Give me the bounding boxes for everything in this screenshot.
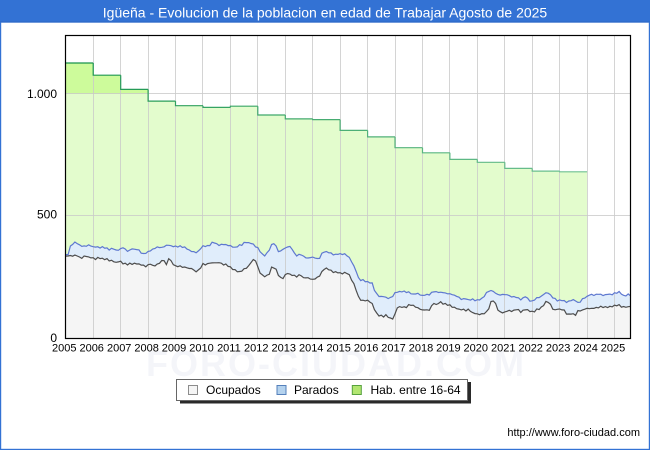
svg-text:2013: 2013 bbox=[272, 343, 296, 355]
svg-text:2010: 2010 bbox=[189, 343, 213, 355]
svg-text:2018: 2018 bbox=[409, 343, 433, 355]
svg-text:2009: 2009 bbox=[162, 343, 186, 355]
svg-text:2008: 2008 bbox=[134, 343, 158, 355]
svg-text:2019: 2019 bbox=[436, 343, 460, 355]
svg-text:2014: 2014 bbox=[299, 343, 323, 355]
svg-text:2011: 2011 bbox=[217, 343, 241, 355]
svg-text:2005: 2005 bbox=[52, 343, 76, 355]
svg-text:Parados: Parados bbox=[294, 383, 339, 397]
svg-text:2015: 2015 bbox=[326, 343, 350, 355]
svg-text:0: 0 bbox=[50, 331, 57, 345]
svg-text:FORO-CIUDAD.COM: FORO-CIUDAD.COM bbox=[146, 343, 526, 384]
svg-text:500: 500 bbox=[37, 208, 57, 222]
svg-text:2023: 2023 bbox=[546, 343, 570, 355]
svg-text:2012: 2012 bbox=[244, 343, 268, 355]
svg-text:Hab. entre 16-64: Hab. entre 16-64 bbox=[371, 383, 461, 397]
svg-text:2017: 2017 bbox=[381, 343, 405, 355]
svg-text:1.000: 1.000 bbox=[27, 87, 57, 101]
svg-text:2024: 2024 bbox=[573, 343, 597, 355]
svg-text:2006: 2006 bbox=[79, 343, 103, 355]
svg-text:Igüeña - Evolucion de la pobla: Igüeña - Evolucion de la poblacion en ed… bbox=[103, 5, 548, 21]
svg-text:2025: 2025 bbox=[601, 343, 625, 355]
svg-text:2021: 2021 bbox=[491, 343, 515, 355]
svg-text:Ocupados: Ocupados bbox=[206, 383, 261, 397]
svg-text:2016: 2016 bbox=[354, 343, 378, 355]
svg-text:2007: 2007 bbox=[107, 343, 131, 355]
svg-text:2020: 2020 bbox=[464, 343, 488, 355]
svg-text:2022: 2022 bbox=[518, 343, 542, 355]
svg-text:http://www.foro-ciudad.com: http://www.foro-ciudad.com bbox=[507, 427, 640, 439]
